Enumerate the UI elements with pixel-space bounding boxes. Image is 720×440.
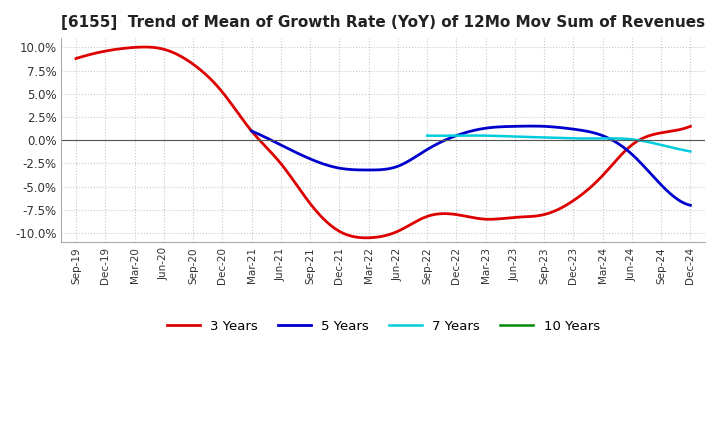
Line: 5 Years: 5 Years — [251, 126, 690, 205]
3 Years — [361, 235, 370, 241]
3 Years — [686, 124, 695, 129]
7 Years — [423, 133, 432, 138]
5 Years — [248, 129, 257, 134]
3 Years — [73, 55, 82, 61]
Legend: 3 Years, 5 Years, 7 Years, 10 Years: 3 Years, 5 Years, 7 Years, 10 Years — [161, 315, 605, 338]
3 Years — [593, 178, 602, 183]
5 Years — [686, 203, 695, 208]
3 Years — [633, 139, 642, 144]
5 Years — [507, 124, 516, 129]
7 Years — [686, 149, 695, 154]
3 Years — [452, 212, 461, 217]
5 Years — [516, 124, 524, 129]
7 Years — [585, 136, 593, 141]
7 Years — [469, 133, 477, 138]
Title: [6155]  Trend of Mean of Growth Rate (YoY) of 12Mo Mov Sum of Revenues: [6155] Trend of Mean of Growth Rate (YoY… — [61, 15, 706, 30]
3 Years — [439, 211, 448, 216]
5 Years — [508, 124, 517, 129]
5 Years — [618, 144, 627, 150]
7 Years — [662, 143, 671, 149]
7 Years — [580, 136, 588, 141]
3 Years — [72, 56, 81, 61]
Line: 7 Years: 7 Years — [427, 136, 690, 151]
3 Years — [140, 44, 148, 50]
5 Years — [647, 171, 655, 176]
7 Years — [646, 140, 654, 145]
3 Years — [441, 211, 450, 216]
7 Years — [580, 136, 589, 141]
7 Years — [423, 133, 431, 138]
5 Years — [528, 124, 536, 129]
Line: 3 Years: 3 Years — [76, 47, 690, 238]
5 Years — [247, 128, 256, 134]
